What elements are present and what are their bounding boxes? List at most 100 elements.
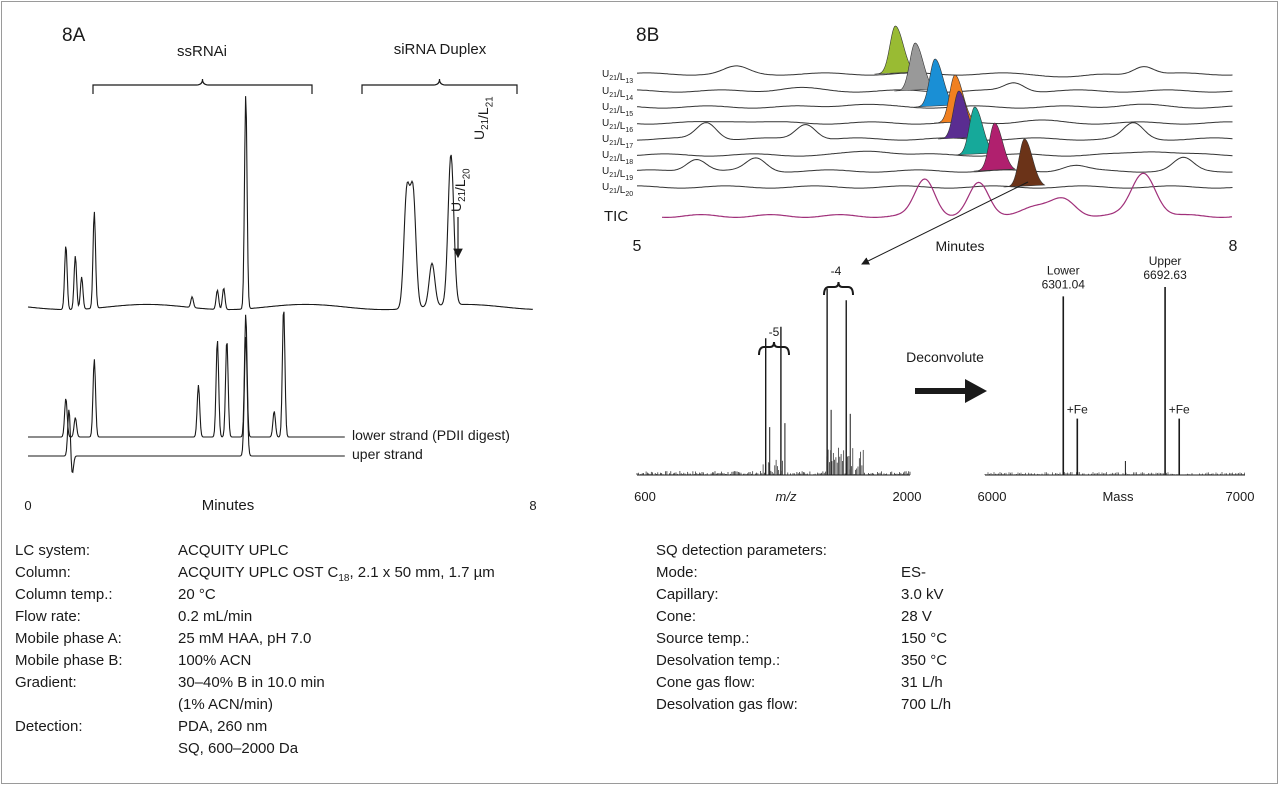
lc-param-row: Mobile phase B: 100% ACN [15, 650, 615, 672]
panel-label-8b: 8B [636, 25, 659, 46]
lc-param-value: ACQUITY UPLC [178, 542, 289, 559]
tick-8a-0: 0 [24, 498, 31, 513]
lc-param-value: 20 °C [178, 586, 216, 603]
sq-param-label: Cone gas flow: [656, 674, 756, 691]
lc-param-row: Column temp.: 20 °C [15, 584, 615, 606]
peak-label-u21-l20-text: U21/L20 [448, 168, 472, 212]
trace-8b-5 [637, 122, 1233, 141]
trace-8b-6 [636, 150, 1233, 157]
sq-param-row: Capillary: 3.0 kV [656, 584, 1256, 606]
sq-param-label: Mode: [656, 564, 698, 581]
lc-param-row: Mobile phase A: 25 mM HAA, pH 7.0 [15, 628, 615, 650]
lc-param-label: Mobile phase B: [15, 652, 123, 669]
lc-param-value: ACQUITY UPLC OST C18, 2.1 x 50 mm, 1.7 µ… [178, 564, 495, 584]
trace-label-8b-6: U21/L18 [602, 150, 633, 166]
trace-8b-8 [637, 185, 1233, 189]
sq-parameters: SQ detection parameters: Mode: ES- Capilla… [656, 540, 1256, 716]
lc-param-row: Gradient: 30–40% B in 10.0 min [15, 672, 615, 694]
charge-label-5: -5 [769, 325, 780, 339]
label-ssrnai: ssRNAi [177, 43, 227, 60]
xlabel-ms: m/z [776, 489, 797, 504]
lc-param-row: Column: ACQUITY UPLC OST C18, 2.1 x 50 mm… [15, 562, 615, 584]
trace-tic [662, 172, 1233, 218]
label-sirna-duplex: siRNA Duplex [394, 41, 487, 58]
panel-8b: 8BU21/L13U21/L14U21/L15U21/L16U21/L17U21… [602, 25, 1238, 265]
trace-8a-3 [28, 336, 345, 474]
trace-8a-1 [27, 96, 533, 311]
lc-param-row: (1% ACN/min) [15, 694, 615, 716]
sq-param-row: Desolvation gas flow: 700 L/h [656, 694, 1256, 716]
peak-label-u21-l21: U21/L21 [471, 96, 495, 140]
sq-param-label: Cone: [656, 608, 697, 625]
lc-param-row: Flow rate: 0.2 mL/min [15, 606, 615, 628]
lc-param-value: 30–40% B in 10.0 min [178, 674, 325, 691]
lc-param-label: Flow rate: [15, 608, 81, 625]
legend-8a-3: uper strand [352, 446, 423, 462]
brace-charge-4 [823, 281, 854, 296]
trace-8b-7 [636, 156, 1233, 173]
tick-ms-600: 600 [634, 489, 656, 504]
peak-label-u21-l21-text: U21/L21 [471, 96, 495, 140]
sq-param-value: 31 L/h [901, 674, 943, 691]
sq-param-row: Cone: 28 V [656, 606, 1256, 628]
trace-8b-3 [636, 103, 1233, 109]
sq-param-value: ES- [901, 564, 927, 581]
pointer-arrow [861, 181, 1029, 265]
peak-8b-7 [973, 122, 1016, 172]
lc-param-value: 100% ACN [178, 652, 252, 669]
deconvolute-arrow [915, 379, 987, 403]
lc-param-value: 25 mM HAA, pH 7.0 [178, 630, 312, 647]
trace-label-8b-3: U21/L15 [602, 102, 633, 118]
tick-deconv-7000: 7000 [1226, 489, 1255, 504]
lc-param-label: Column: [15, 564, 71, 581]
lc-param-row: Detection: PDA, 260 nm [15, 716, 615, 738]
lc-parameters: LC system: ACQUITY UPLC Column: ACQUITY UPL… [15, 540, 615, 760]
deconv-peak-mass-3: 6692.63 [1143, 268, 1187, 282]
trace-label-8b-8: U21/L20 [602, 182, 633, 198]
deconv-peak-label-3: Upper [1149, 254, 1182, 268]
tick-8a-8: 8 [529, 498, 536, 513]
xlabel-8b: Minutes [935, 238, 984, 254]
lc-param-label: LC system: [15, 542, 91, 559]
deconv-peak-label-2: +Fe [1067, 403, 1088, 417]
trace-label-8b-2: U21/L14 [602, 86, 633, 102]
panel-8b-ms: -5 -4 600 2000 m/z [634, 264, 921, 504]
legend-8a-2: lower strand (PDII digest) [352, 427, 510, 443]
panel-label-8a: 8A [62, 25, 86, 46]
tick-8b-8: 8 [1229, 238, 1238, 255]
sq-param-value: 150 °C [901, 630, 948, 647]
trace-label-8b-4: U21/L16 [602, 118, 633, 134]
sq-param-label: Capillary: [656, 586, 719, 603]
lc-param-value: 0.2 mL/min [178, 608, 253, 625]
sq-param-value: 3.0 kV [901, 586, 944, 603]
sq-param-value: 28 V [901, 608, 932, 625]
xlabel-deconv: Mass [1102, 489, 1134, 504]
sq-param-value: 700 L/h [901, 696, 952, 713]
sq-param-row: Source temp.: 150 °C [656, 628, 1256, 650]
sq-param-row: Cone gas flow: 31 L/h [656, 672, 1256, 694]
tick-8b-5: 5 [633, 238, 642, 255]
sq-param-row: Mode: ES- [656, 562, 1256, 584]
trace-label-8b-1: U21/L13 [602, 69, 633, 85]
lc-param-label: Mobile phase A: [15, 630, 122, 647]
trace-label-8b-7: U21/L19 [602, 166, 633, 182]
tick-deconv-6000: 6000 [978, 489, 1007, 504]
xlabel-8a: Minutes [202, 497, 255, 514]
label-tic: TIC [604, 208, 628, 225]
deconv-peak-label-4: +Fe [1169, 403, 1190, 417]
bracket-ssrnai [92, 78, 313, 94]
lc-param-row: LC system: ACQUITY UPLC [15, 540, 615, 562]
sq-param-label: Source temp.: [656, 630, 750, 647]
lc-param-value: SQ, 600–2000 Da [178, 740, 299, 757]
lc-param-value: PDA, 260 nm [178, 718, 268, 735]
charge-label-4: -4 [831, 264, 842, 278]
peak-8b-8 [1003, 138, 1046, 188]
trace-8a-2 [28, 311, 345, 438]
lc-param-label: Gradient: [15, 674, 77, 691]
sq-param-row: Desolvation temp.: 350 °C [656, 650, 1256, 672]
lc-param-row: SQ, 600–2000 Da [15, 738, 615, 760]
trace-8b-4 [637, 119, 1233, 125]
brace-charge-5 [758, 341, 790, 356]
